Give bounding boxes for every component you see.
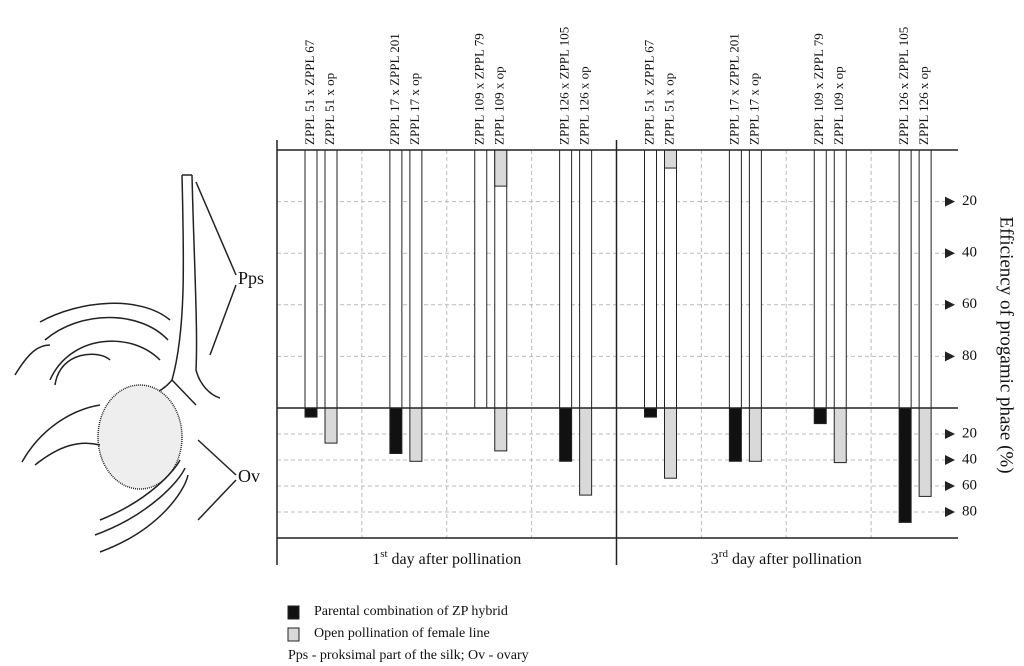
legend-label: Parental combination of ZP hybrid xyxy=(314,604,508,619)
y-tick-label: 40 xyxy=(962,245,977,261)
y-tick-label: 60 xyxy=(962,296,977,312)
category-label: ZPPL 17 x op xyxy=(746,73,761,145)
ov-bar xyxy=(729,408,741,461)
ov-bar xyxy=(645,408,657,417)
figure: Pps Ov Efficiency of progamic phase (%) … xyxy=(0,0,1024,666)
tick-arrow xyxy=(945,507,955,517)
ov-bar xyxy=(749,408,761,461)
legend-label: Open pollination of female line xyxy=(314,626,490,641)
y-tick-label: 40 xyxy=(962,451,977,467)
category-label: ZPPL 51 x op xyxy=(661,73,676,145)
pps-label: Pps xyxy=(238,268,264,288)
category-label: ZPPL 51 x op xyxy=(322,73,337,145)
category-label: ZPPL 17 x op xyxy=(407,73,422,145)
tick-arrow xyxy=(945,351,955,361)
ov-bar xyxy=(899,408,911,522)
silk-outline xyxy=(645,150,657,408)
silk-outline xyxy=(475,150,487,408)
category-label: ZPPL 126 x ZPPL 105 xyxy=(557,27,572,145)
silk-outline xyxy=(495,150,507,408)
silk-illustration xyxy=(15,175,236,552)
silk-outline xyxy=(814,150,826,408)
category-label: ZPPL 17 x ZPPL 201 xyxy=(387,33,402,145)
category-label: ZPPL 51 x ZPPL 67 xyxy=(641,39,656,145)
category-label: ZPPL 109 x op xyxy=(831,66,846,145)
silk-outline xyxy=(410,150,422,408)
silk-outline xyxy=(580,150,592,408)
ov-bar xyxy=(495,408,507,451)
category-label: ZPPL 126 x ZPPL 105 xyxy=(896,27,911,145)
ov-bar xyxy=(665,408,677,478)
ov-bar xyxy=(814,408,826,424)
ov-bar xyxy=(834,408,846,463)
silk-outline xyxy=(919,150,931,408)
ov-bar xyxy=(390,408,402,454)
ov-bar xyxy=(580,408,592,495)
tick-arrow xyxy=(945,455,955,465)
silk-outline xyxy=(390,150,402,408)
ov-bar xyxy=(560,408,572,461)
silk-outline xyxy=(749,150,761,408)
category-label: ZPPL 109 x op xyxy=(492,66,507,145)
silk-outline xyxy=(560,150,572,408)
group-title-suffix: st xyxy=(380,548,387,560)
y-tick-label: 80 xyxy=(962,348,977,364)
tick-arrow xyxy=(945,481,955,491)
tick-arrow xyxy=(945,300,955,310)
group-title-text: day after pollination xyxy=(732,551,862,568)
ov-bar xyxy=(410,408,422,461)
category-label: ZPPL 51 x ZPPL 67 xyxy=(302,39,317,145)
group-title-suffix: rd xyxy=(719,548,729,560)
y-tick-label: 20 xyxy=(962,193,977,209)
group-title-text: day after pollination xyxy=(392,551,522,568)
note: Pps - proksimal part of the silk; Ov - o… xyxy=(288,648,529,663)
ov-bar xyxy=(919,408,931,496)
ov-label: Ov xyxy=(238,466,260,486)
legend-swatch xyxy=(288,628,299,641)
tick-arrow xyxy=(945,248,955,258)
category-label: ZPPL 17 x ZPPL 201 xyxy=(726,33,741,145)
silk-outline xyxy=(729,150,741,408)
silk-outline xyxy=(834,150,846,408)
ov-bar xyxy=(305,408,317,417)
ov-bar xyxy=(325,408,337,443)
pps-bar xyxy=(495,150,507,186)
group-title-number: 1 xyxy=(372,551,380,568)
category-label: ZPPL 109 x ZPPL 79 xyxy=(811,33,826,145)
tick-arrow xyxy=(945,197,955,207)
y-tick-label: 60 xyxy=(962,477,977,493)
tick-arrow xyxy=(945,429,955,439)
category-label: ZPPL 109 x ZPPL 79 xyxy=(472,33,487,145)
group-title-number: 3 xyxy=(711,551,719,568)
y-axis-title: Efficiency of progamic phase (%) xyxy=(996,216,1017,473)
legend-swatch xyxy=(288,606,299,619)
y-tick-label: 20 xyxy=(962,425,977,441)
y-tick-label: 80 xyxy=(962,503,977,519)
silk-outline xyxy=(899,150,911,408)
silk-outline xyxy=(325,150,337,408)
silk-outline xyxy=(305,150,317,408)
group-title: 1st day after pollination xyxy=(372,548,521,568)
category-label: ZPPL 126 x op xyxy=(916,66,931,145)
pps-bar xyxy=(665,150,677,168)
silk-outline xyxy=(665,150,677,408)
category-label: ZPPL 126 x op xyxy=(577,66,592,145)
